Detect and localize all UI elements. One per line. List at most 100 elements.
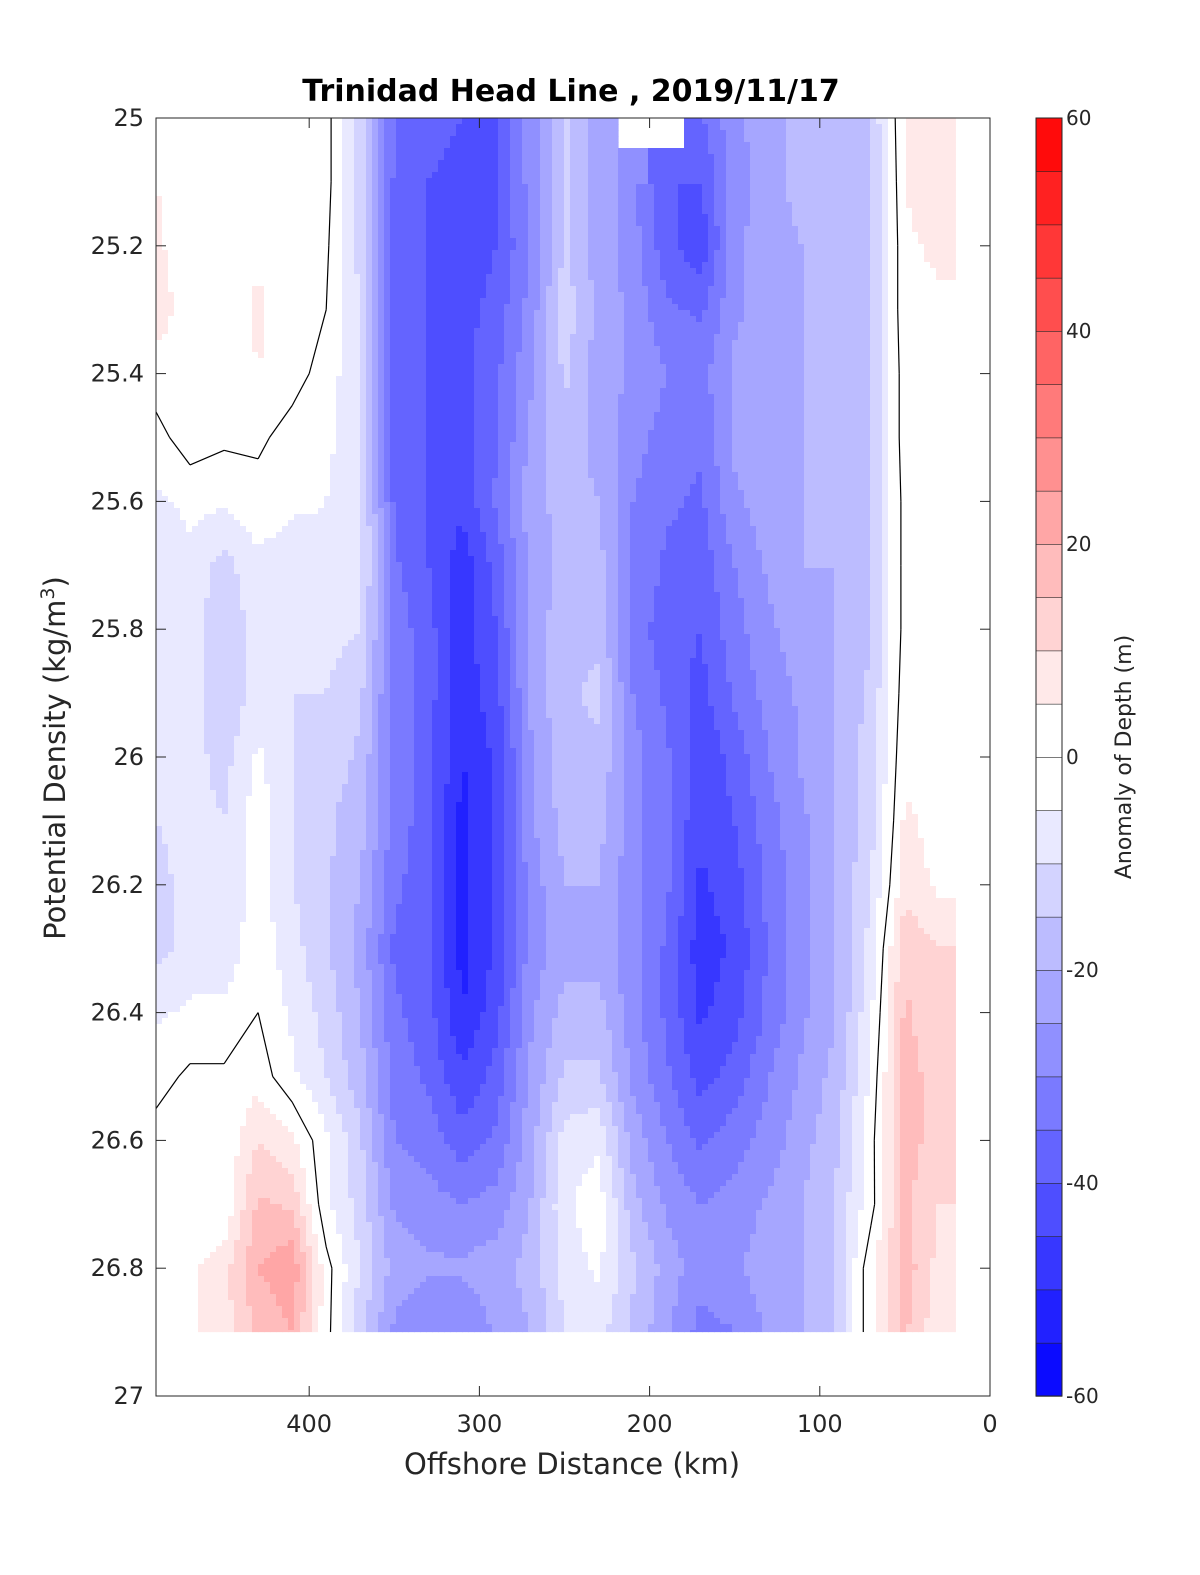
field-cell bbox=[462, 256, 469, 263]
field-cell bbox=[786, 166, 793, 173]
field-cell bbox=[924, 262, 931, 269]
field-cell bbox=[318, 202, 325, 209]
field-cell bbox=[756, 280, 763, 287]
field-cell bbox=[516, 142, 523, 149]
field-cell bbox=[396, 322, 403, 329]
field-cell bbox=[468, 244, 475, 251]
field-cell bbox=[822, 322, 829, 329]
field-cell bbox=[456, 226, 463, 233]
field-cell bbox=[816, 130, 823, 137]
field-cell bbox=[240, 178, 247, 185]
field-cell bbox=[798, 322, 805, 329]
field-cell bbox=[234, 142, 241, 149]
field-cell bbox=[582, 178, 589, 185]
field-cell bbox=[408, 298, 415, 305]
field-cell bbox=[426, 178, 433, 185]
field-cell bbox=[876, 304, 883, 311]
field-cell bbox=[894, 142, 901, 149]
field-cell bbox=[396, 286, 403, 293]
field-cell bbox=[300, 226, 307, 233]
field-cell bbox=[660, 190, 667, 197]
field-cell bbox=[384, 304, 391, 311]
field-cell bbox=[540, 268, 547, 275]
field-cell bbox=[192, 280, 199, 287]
field-cell bbox=[564, 220, 571, 227]
field-cell bbox=[618, 262, 625, 269]
field-cell bbox=[702, 172, 709, 179]
field-cell bbox=[834, 118, 841, 125]
field-cell bbox=[930, 292, 937, 299]
field-cell bbox=[888, 208, 895, 215]
field-cell bbox=[222, 280, 229, 287]
field-cell bbox=[192, 166, 199, 173]
field-cell bbox=[936, 172, 943, 179]
field-cell bbox=[366, 154, 373, 161]
field-cell bbox=[786, 184, 793, 191]
field-cell bbox=[456, 304, 463, 311]
field-cell bbox=[834, 250, 841, 257]
field-cell bbox=[264, 136, 271, 143]
field-cell bbox=[276, 250, 283, 257]
field-cell bbox=[462, 160, 469, 167]
field-cell bbox=[840, 136, 847, 143]
field-cell bbox=[354, 298, 361, 305]
field-cell bbox=[870, 142, 877, 149]
field-cell bbox=[636, 268, 643, 275]
field-cell bbox=[210, 268, 217, 275]
field-cell bbox=[720, 334, 727, 341]
field-cell bbox=[258, 130, 265, 137]
field-cell bbox=[402, 142, 409, 149]
field-cell bbox=[474, 328, 481, 335]
field-cell bbox=[252, 214, 259, 221]
field-cell bbox=[426, 322, 433, 329]
field-cell bbox=[522, 310, 529, 317]
field-cell bbox=[468, 226, 475, 233]
field-cell bbox=[720, 298, 727, 305]
field-cell bbox=[768, 160, 775, 167]
field-cell bbox=[654, 160, 661, 167]
field-cell bbox=[180, 118, 187, 125]
field-cell bbox=[390, 208, 397, 215]
field-cell bbox=[678, 292, 685, 299]
field-cell bbox=[348, 250, 355, 257]
field-cell bbox=[528, 136, 535, 143]
field-cell bbox=[732, 208, 739, 215]
field-cell bbox=[756, 250, 763, 257]
field-cell bbox=[198, 160, 205, 167]
field-cell bbox=[270, 184, 277, 191]
field-cell bbox=[732, 322, 739, 329]
field-cell bbox=[186, 184, 193, 191]
field-cell bbox=[702, 250, 709, 257]
field-cell bbox=[336, 166, 343, 173]
field-cell bbox=[186, 310, 193, 317]
field-cell bbox=[318, 262, 325, 269]
field-cell bbox=[378, 154, 385, 161]
field-cell bbox=[672, 184, 679, 191]
field-cell bbox=[654, 202, 661, 209]
field-cell bbox=[588, 172, 595, 179]
field-cell bbox=[558, 154, 565, 161]
field-cell bbox=[564, 154, 571, 161]
field-cell bbox=[756, 322, 763, 329]
field-cell bbox=[414, 190, 421, 197]
field-cell bbox=[738, 280, 745, 287]
field-cell bbox=[198, 154, 205, 161]
field-cell bbox=[402, 286, 409, 293]
field-cell bbox=[768, 328, 775, 335]
field-cell bbox=[624, 328, 631, 335]
field-cell bbox=[834, 142, 841, 149]
field-cell bbox=[174, 208, 181, 215]
field-cell bbox=[276, 340, 283, 347]
field-cell bbox=[558, 190, 565, 197]
field-cell bbox=[432, 160, 439, 167]
field-cell bbox=[720, 118, 727, 125]
field-cell bbox=[210, 142, 217, 149]
field-cell bbox=[414, 262, 421, 269]
field-cell bbox=[348, 124, 355, 131]
field-cell bbox=[492, 292, 499, 299]
field-cell bbox=[648, 310, 655, 317]
field-cell bbox=[174, 154, 181, 161]
field-cell bbox=[234, 250, 241, 257]
field-cell bbox=[462, 280, 469, 287]
field-cell bbox=[414, 178, 421, 185]
